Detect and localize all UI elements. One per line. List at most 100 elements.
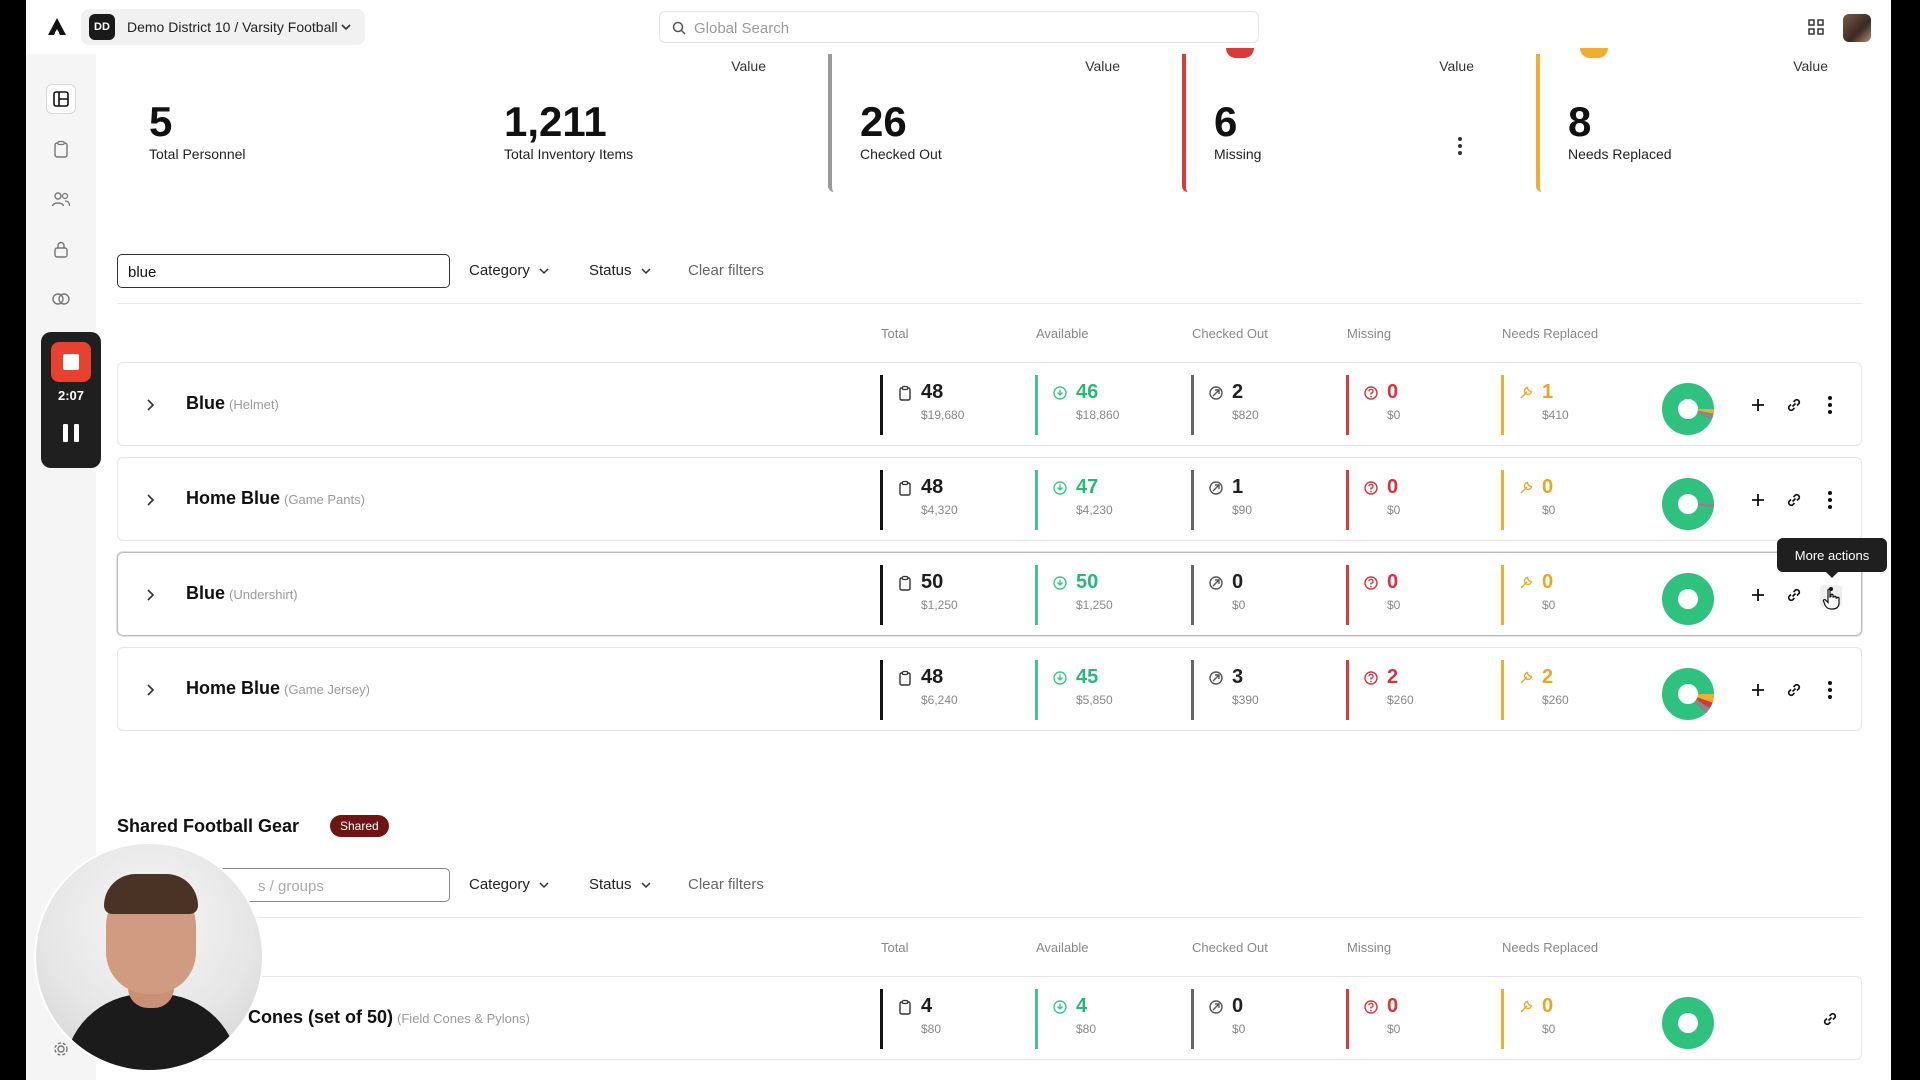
more-actions-icon[interactable]: [1458, 137, 1462, 155]
record-stop-button[interactable]: [51, 342, 91, 382]
shared-category-dropdown[interactable]: Category: [469, 876, 550, 893]
column-checked-out: Checked Out: [1192, 940, 1268, 955]
table-row[interactable]: Blue (Helmet) 48 $19,680 46 $18,860 2 $82…: [117, 362, 1862, 446]
checkout-icon: [1209, 1000, 1223, 1014]
total-count: 48: [921, 381, 944, 403]
link-button[interactable]: [1784, 585, 1804, 605]
category-dropdown[interactable]: Category: [469, 262, 550, 279]
more-actions-button[interactable]: [1820, 395, 1840, 415]
metric-missing: 2 $260: [1346, 660, 1414, 720]
add-button[interactable]: [1748, 395, 1768, 415]
sidebar-item-people[interactable]: [46, 184, 76, 214]
checked-out-value: $0: [1232, 1022, 1246, 1036]
available-count: 47: [1076, 476, 1099, 498]
availability-donut-chart: [1662, 383, 1714, 435]
available-value: $18,860: [1076, 408, 1120, 422]
sidebar-item-dashboard[interactable]: [46, 84, 76, 114]
checked-out-value: $820: [1232, 408, 1259, 422]
stat-card-checked-out[interactable]: Value 26 Checked Out: [828, 54, 1150, 192]
sidebar-item-lockers[interactable]: [46, 234, 76, 264]
table-row[interactable]: Home Blue (Game Jersey) 48 $6,240 45 $5,8…: [117, 647, 1862, 731]
table-row[interactable]: Cones (set of 50) (Field Cones & Pylons) …: [117, 976, 1862, 1060]
stat-card-total-personnel[interactable]: 5 Total Personnel: [119, 54, 439, 192]
kebab-icon: [1828, 491, 1832, 509]
shared-search-input[interactable]: [258, 876, 438, 896]
stat-caption: Total Personnel: [149, 146, 246, 162]
recording-time: 2:07: [57, 388, 85, 403]
chevron-right-icon[interactable]: [142, 492, 158, 508]
org-name: Demo District 10 / Varsity Football: [127, 19, 338, 35]
chevron-right-icon[interactable]: [142, 587, 158, 603]
clear-filters-link[interactable]: Clear filters: [688, 262, 764, 279]
link-icon: [1787, 398, 1801, 412]
inventory-search-input[interactable]: [128, 262, 438, 282]
question-circle-icon: [1364, 481, 1378, 495]
download-circle-icon: [1053, 576, 1067, 590]
sidebar-item-inventory[interactable]: [46, 134, 76, 164]
checked-out-count: 3: [1232, 666, 1244, 688]
app-logo-icon[interactable]: [46, 16, 68, 38]
user-avatar[interactable]: [1843, 14, 1871, 42]
chevron-down-icon: [641, 267, 651, 274]
sidebar-item-exchange[interactable]: [46, 284, 76, 314]
clipboard-icon: [899, 999, 911, 1015]
more-actions-button[interactable]: [1820, 490, 1840, 510]
inventory-search[interactable]: [117, 254, 450, 288]
metric-checked-out: 3 $390: [1191, 660, 1259, 720]
item-type: (Field Cones & Pylons): [397, 1011, 530, 1026]
chevron-right-icon[interactable]: [142, 397, 158, 413]
available-value: $80: [1076, 1022, 1097, 1036]
stat-card-total-inventory[interactable]: Value 1,211 Total Inventory Items: [474, 54, 796, 192]
apps-grid-icon[interactable]: [1806, 17, 1826, 37]
missing-count: 0: [1387, 995, 1399, 1017]
status-dropdown[interactable]: Status: [589, 262, 652, 279]
link-button[interactable]: [1784, 680, 1804, 700]
global-search[interactable]: [659, 11, 1259, 43]
category-label: Category: [469, 876, 530, 893]
metric-needs-replaced: 1 $410: [1501, 375, 1569, 435]
plus-icon: [1752, 399, 1764, 411]
pause-icon[interactable]: [63, 424, 79, 442]
org-switcher[interactable]: DD Demo District 10 / Varsity Football: [81, 9, 365, 45]
metric-needs-replaced: 0 $0: [1501, 470, 1555, 530]
more-actions-button[interactable]: [1820, 680, 1840, 700]
wrench-icon: [1520, 386, 1533, 399]
link-icon: [1787, 588, 1801, 602]
missing-count: 2: [1387, 666, 1399, 688]
stat-caption: Missing: [1214, 146, 1262, 162]
add-button[interactable]: [1748, 680, 1768, 700]
table-row[interactable]: Home Blue (Game Pants) 48 $4,320 47 $4,23…: [117, 457, 1862, 541]
stat-card-missing[interactable]: Value 6 Missing: [1182, 48, 1504, 192]
stat-label-value: Value: [1793, 58, 1828, 74]
download-circle-icon: [1053, 481, 1067, 495]
chevron-right-icon[interactable]: [142, 682, 158, 698]
available-count: 50: [1076, 571, 1099, 593]
table-row[interactable]: Blue (Undershirt) 50 $1,250 50 $1,250 0 $…: [117, 552, 1862, 636]
global-search-input[interactable]: [694, 18, 1234, 38]
checked-out-count: 1: [1232, 476, 1244, 498]
missing-count: 0: [1387, 381, 1399, 403]
add-button[interactable]: [1748, 490, 1768, 510]
dashboard-icon: [53, 91, 69, 107]
wrench-icon: [1520, 481, 1533, 494]
needs-replaced-value: $0: [1542, 503, 1556, 517]
metric-available: 4 $80: [1035, 989, 1096, 1049]
stat-card-needs-replaced[interactable]: Value 8 Needs Replaced: [1536, 48, 1858, 192]
link-button[interactable]: [1820, 1009, 1840, 1029]
shared-status-dropdown[interactable]: Status: [589, 876, 652, 893]
shared-clear-filters-link[interactable]: Clear filters: [688, 876, 764, 893]
lock-icon: [54, 241, 68, 258]
link-button[interactable]: [1784, 490, 1804, 510]
missing-value: $0: [1387, 1022, 1401, 1036]
item-name: Home Blue (Game Jersey): [186, 678, 370, 698]
org-badge: DD: [89, 14, 115, 40]
needs-replaced-value: $0: [1542, 598, 1556, 612]
webcam-overlay[interactable]: [34, 842, 264, 1072]
add-button[interactable]: [1748, 585, 1768, 605]
available-count: 45: [1076, 666, 1099, 688]
question-circle-icon: [1364, 1000, 1378, 1014]
item-type: (Game Jersey): [284, 682, 370, 697]
status-label: Status: [589, 262, 632, 279]
link-button[interactable]: [1784, 395, 1804, 415]
total-value: $19,680: [921, 408, 965, 422]
